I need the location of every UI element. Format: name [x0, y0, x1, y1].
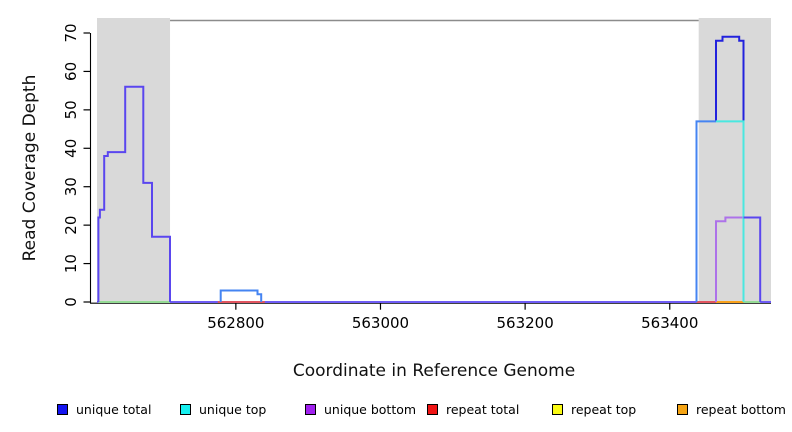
series-line-left-peak: [97, 85, 171, 302]
series-line-unique-top-right: [716, 120, 745, 302]
y-tick-label: 50: [62, 100, 80, 119]
series-line-right-rise: [695, 120, 716, 302]
y-tick-label: 10: [62, 254, 80, 273]
left-repeat-region: [97, 18, 171, 302]
series-line-unique-bottom-right: [715, 216, 761, 302]
y-tick-label: 40: [62, 139, 80, 158]
y-tick-label: 70: [62, 23, 80, 42]
y-tick-label: 20: [62, 216, 80, 235]
x-tick-label: 563200: [496, 314, 553, 332]
y-tick-label: 60: [62, 62, 80, 81]
x-tick-label: 562800: [207, 314, 264, 332]
y-axis-title: Read Coverage Depth: [20, 74, 40, 262]
series-line-mid-bump: [219, 289, 263, 302]
x-tick-label: 563400: [641, 314, 698, 332]
x-tick-label: 563000: [352, 314, 409, 332]
right-repeat-region: [698, 18, 771, 302]
x-axis-title: Coordinate in Reference Genome: [292, 361, 576, 381]
series-line-right-tail: [743, 216, 762, 302]
series-line-unique-total-right-peak: [715, 35, 745, 218]
y-tick-label: 30: [62, 177, 80, 196]
y-tick-label: 0: [62, 297, 80, 307]
